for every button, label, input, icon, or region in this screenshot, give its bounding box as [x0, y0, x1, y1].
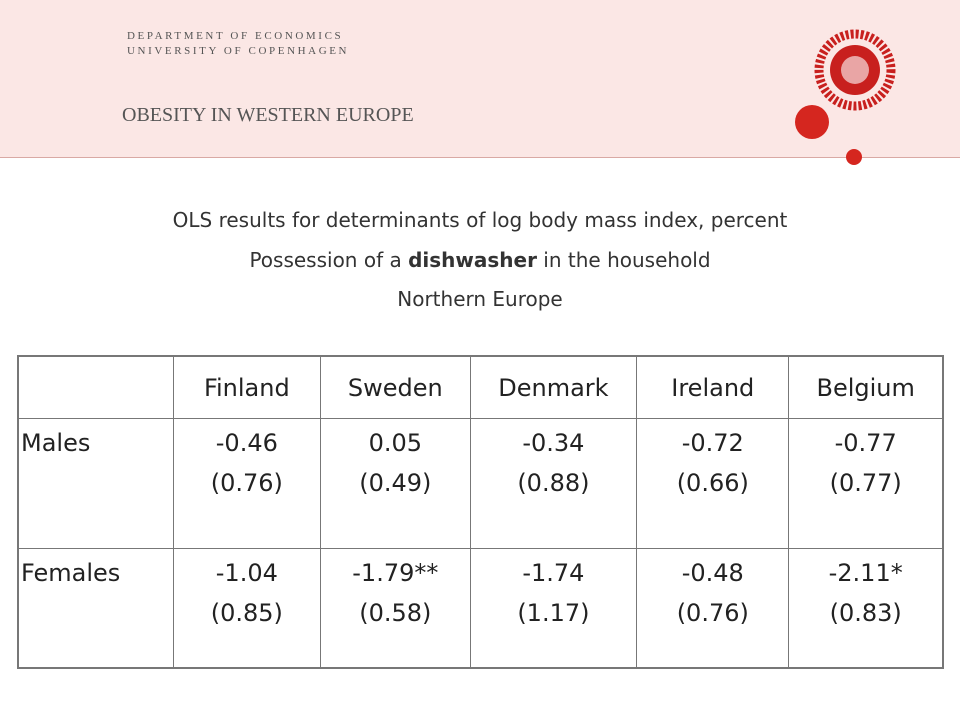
- std-error: (0.76): [210, 469, 283, 497]
- subtitle: OLS results for determinants of log body…: [172, 208, 788, 232]
- coefficient: -0.34: [522, 429, 585, 457]
- cell: -1.04 (0.85): [172, 548, 322, 669]
- table-row: Females -1.04 (0.85) -1.79** (0.58) -1.74 (1.1…: [17, 548, 944, 669]
- std-error: (0.77): [829, 469, 902, 497]
- std-error: (0.76): [676, 599, 749, 627]
- cell: -0.48 (0.76): [636, 548, 790, 669]
- subtitle: Northern Europe: [397, 287, 563, 311]
- slide-title: OBESITY IN WESTERN EUROPE: [122, 104, 414, 126]
- cell: -0.46 (0.76): [172, 418, 322, 549]
- coefficient: -0.48: [681, 559, 744, 587]
- std-error: (0.58): [359, 599, 432, 627]
- coefficient: -1.74: [522, 559, 585, 587]
- column-header: Belgium: [788, 355, 944, 419]
- coefficient: 0.05: [368, 429, 423, 457]
- logo: [795, 29, 896, 165]
- coefficient: -0.72: [681, 429, 744, 457]
- cell: -1.79** (0.58): [320, 548, 471, 669]
- header-band: DEPARTMENT OF ECONOMICS UNIVERSITY OF CO…: [0, 0, 960, 165]
- std-error: (0.66): [676, 469, 749, 497]
- coefficient: -0.77: [834, 429, 897, 457]
- coefficient: -1.04: [215, 559, 278, 587]
- row-label: Females: [17, 548, 174, 669]
- subtitle: Possession of a dishwasher in the househ…: [0, 248, 960, 272]
- cell: 0.05 (0.49): [320, 418, 471, 549]
- std-error: (0.49): [359, 469, 432, 497]
- column-header: Ireland: [636, 355, 790, 419]
- emphasis: dishwasher: [408, 248, 537, 272]
- university: UNIVERSITY OF COPENHAGEN: [127, 45, 350, 57]
- std-error: (1.17): [517, 599, 590, 627]
- coefficient: -1.79**: [352, 559, 439, 587]
- text: Possession of a: [249, 248, 409, 272]
- coefficient: -0.46: [215, 429, 278, 457]
- corner-cell: [17, 355, 174, 419]
- header-row: Finland Sweden Denmark Ireland Belgium: [17, 355, 944, 419]
- cell: -2.11* (0.83): [788, 548, 944, 669]
- cell: -1.74 (1.17): [469, 548, 638, 669]
- cell: -0.77 (0.77): [788, 418, 944, 549]
- std-error: (0.83): [829, 599, 902, 627]
- cell: -0.34 (0.88): [469, 418, 638, 549]
- cell: -0.72 (0.66): [636, 418, 790, 549]
- results-table: Finland Sweden Denmark Ireland Belgium Males -…: [17, 355, 944, 669]
- column-header: Finland: [172, 355, 322, 419]
- text: in the household: [536, 248, 711, 272]
- column-header: Sweden: [320, 355, 471, 419]
- column-header: Denmark: [469, 355, 638, 419]
- row-label: Males: [17, 418, 174, 549]
- coefficient: -2.11*: [828, 559, 903, 587]
- table-row: Males -0.46 (0.76) 0.05 (0.49) -0.34 (0.88) -0.…: [17, 418, 944, 549]
- department: DEPARTMENT OF ECONOMICS: [127, 30, 344, 42]
- std-error: (0.85): [210, 599, 283, 627]
- std-error: (0.88): [517, 469, 590, 497]
